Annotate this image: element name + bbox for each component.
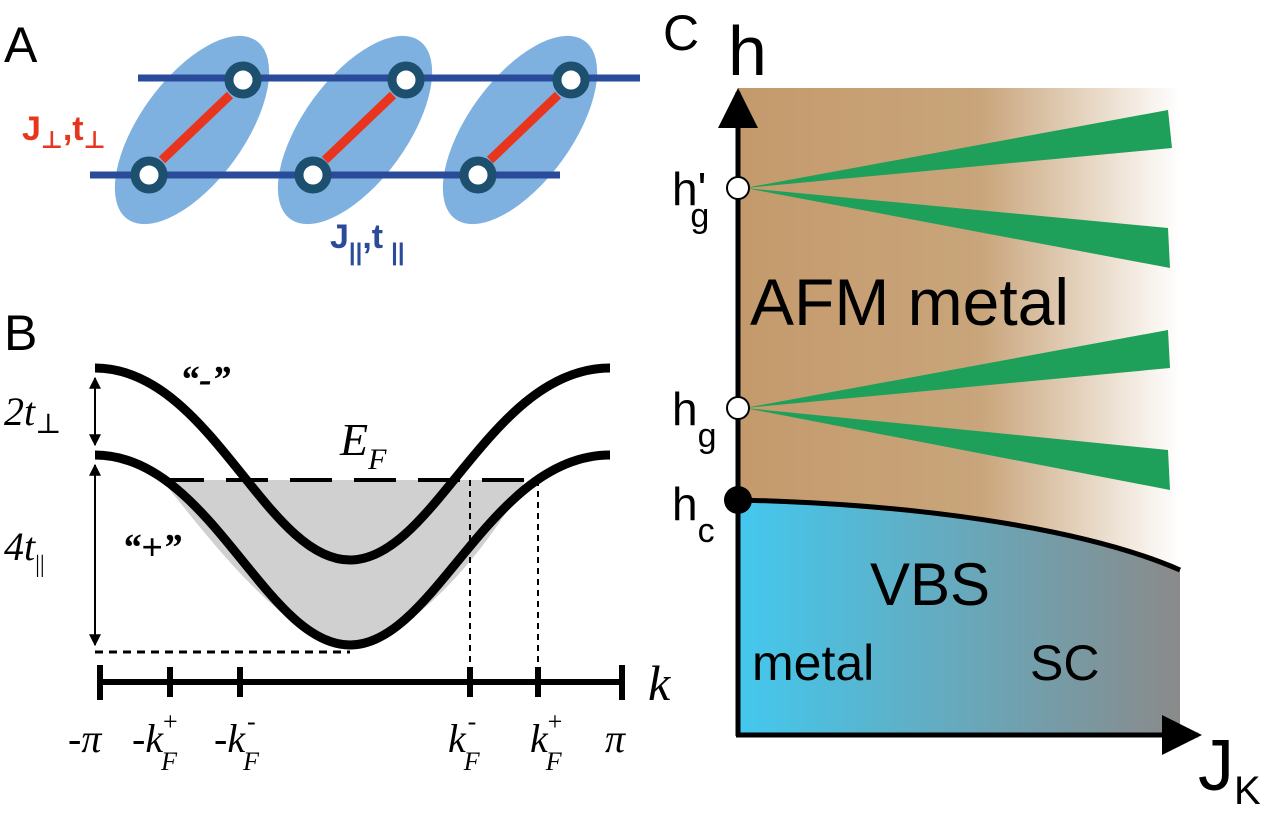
minus-band-label: “-” <box>180 359 231 401</box>
perp-coupling-label: J⊥,t⊥ <box>22 110 106 154</box>
plus-band <box>94 450 611 650</box>
panel-b-label: B <box>4 305 37 361</box>
width-label: 4t|| <box>4 524 45 578</box>
tick-kfm: k F- <box>448 707 481 776</box>
panel-a-label: A <box>4 17 38 73</box>
wedge-lower-1 <box>745 330 1170 408</box>
wedge-lower-2 <box>745 408 1170 490</box>
rung-bond <box>321 91 397 164</box>
vbs-label: VBS <box>870 551 990 618</box>
tick-neg-kfm: -k F- <box>214 707 260 776</box>
minus-band <box>94 363 611 565</box>
wedge-upper-2 <box>745 188 1170 268</box>
plus-band-label: “+” <box>122 527 182 569</box>
lattice-site <box>459 156 497 194</box>
panel-a: A J⊥,t⊥ J||,t || <box>4 17 640 266</box>
jk-axis-label: JK <box>1198 726 1261 813</box>
hc-label: hc <box>672 478 715 550</box>
vbs-metal-label: metal <box>752 635 874 691</box>
hg-prime-point <box>726 176 750 200</box>
lattice-site <box>552 61 590 99</box>
tick-neg-kfp: -k F+ <box>132 707 178 776</box>
afm-metal-label: AFM metal <box>750 265 1069 339</box>
lattice-site <box>224 61 262 99</box>
lattice-site <box>294 156 332 194</box>
lattice-site <box>130 156 168 194</box>
hg-label: hg <box>672 383 717 455</box>
panel-c: C h JK h' g hg hc AFM metal VBS metal <box>663 5 1261 813</box>
rung-bond <box>158 91 234 164</box>
k-axis-label: k <box>648 655 671 711</box>
lattice-site <box>387 61 425 99</box>
gap-label: 2t⊥ <box>4 389 61 440</box>
par-coupling-label: J||,t || <box>330 218 405 266</box>
tick-neg-pi: -π <box>68 716 102 761</box>
h-axis-label: h <box>728 12 767 90</box>
fermi-energy-label: EF <box>339 414 387 476</box>
wedge-upper-1 <box>745 110 1172 188</box>
vbs-sc-label: SC <box>1030 635 1099 691</box>
panel-b: B “-” “+” EF 2t⊥ 4t|| <box>4 305 671 776</box>
vbs-region <box>738 500 1180 735</box>
tick-pi: π <box>605 716 626 761</box>
panel-c-label: C <box>663 5 699 61</box>
hg-prime-label: h' g <box>672 163 709 235</box>
hc-point <box>724 486 752 514</box>
rung-bond <box>486 91 562 164</box>
hg-point <box>726 396 750 420</box>
phase-boundary <box>737 497 1182 573</box>
tick-kfp: k F+ <box>530 707 563 776</box>
